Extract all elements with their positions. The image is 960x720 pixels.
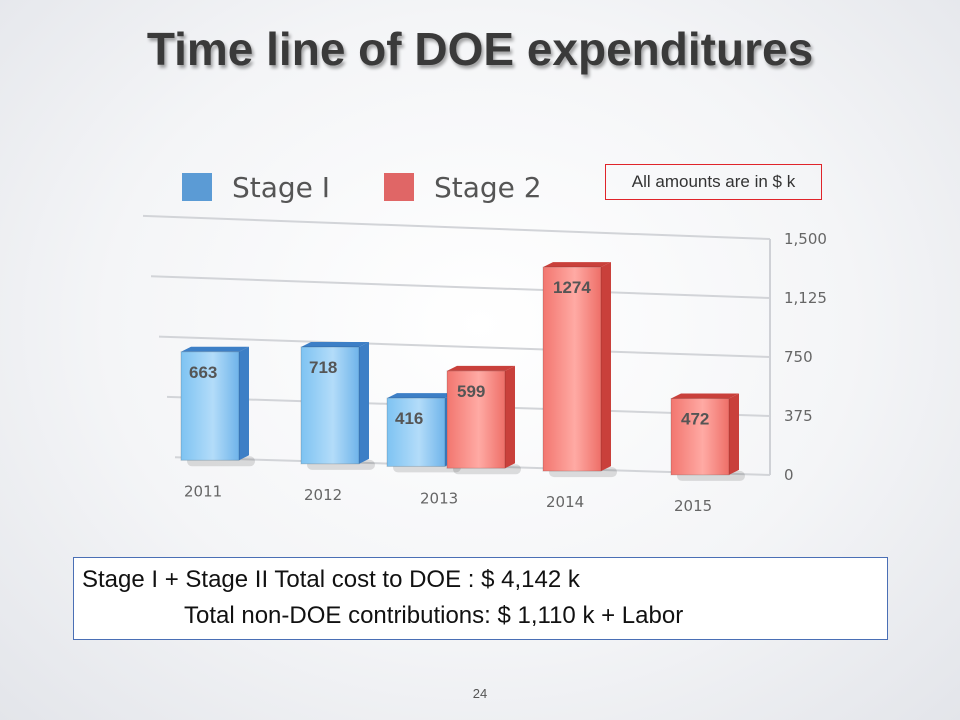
x-category-label: 2011 [184, 482, 222, 500]
summary-non-doe: Total non-DOE contributions: $ 1,110 k +… [184, 602, 684, 629]
legend-label: Stage 2 [434, 171, 542, 204]
bar-stage1-side [239, 346, 249, 461]
y-tick-label: 0 [784, 466, 794, 484]
bar-stage1 [180, 351, 240, 461]
x-category-label: 2014 [546, 493, 584, 511]
bar-stage2-top [671, 393, 739, 399]
data-label: 599 [457, 382, 485, 401]
bar-stage2-top [447, 365, 515, 371]
y-tick-label: 375 [784, 407, 813, 425]
data-label: 472 [681, 409, 709, 428]
y-tick-label: 1,125 [784, 289, 827, 307]
summary-total-doe: Stage I + Stage II Total cost to DOE : $… [82, 566, 580, 593]
bar-stage2 [670, 397, 730, 476]
page-number: 24 [472, 686, 488, 701]
bar-stage1 [386, 397, 446, 467]
y-tick-label: 750 [784, 348, 813, 366]
gridline [150, 275, 771, 299]
gridline [142, 214, 771, 240]
bar-stage1-top [181, 346, 249, 352]
slide-title: Time line of DOE expenditures [146, 23, 814, 75]
bar-stage2-side [601, 262, 611, 472]
bar-stage2 [446, 370, 506, 469]
x-category-label: 2013 [420, 489, 458, 507]
data-label: 1274 [553, 278, 591, 297]
x-category-label: 2015 [674, 497, 712, 515]
data-label: 416 [395, 409, 423, 428]
bar-stage2-side [505, 365, 515, 469]
summary-box: Stage I + Stage II Total cost to DOE : $… [73, 557, 888, 640]
data-label: 718 [309, 358, 337, 377]
y-tick-label: 1,500 [784, 230, 827, 248]
amounts-unit-note: All amounts are in $ k [605, 164, 822, 200]
bar-stage1-top [387, 393, 455, 399]
bar-stage2 [542, 266, 602, 472]
legend-swatch [182, 173, 212, 201]
bar-stage1-side [359, 342, 369, 464]
x-category-label: 2012 [304, 486, 342, 504]
gridline [158, 335, 771, 358]
bar-stage1-top [301, 342, 369, 348]
bar-stage2-side [729, 393, 739, 475]
bar-stage1 [300, 346, 360, 465]
legend-label: Stage I [232, 171, 330, 204]
data-label: 663 [189, 363, 217, 382]
legend-swatch [384, 173, 414, 201]
bar-stage2-top [543, 262, 611, 268]
